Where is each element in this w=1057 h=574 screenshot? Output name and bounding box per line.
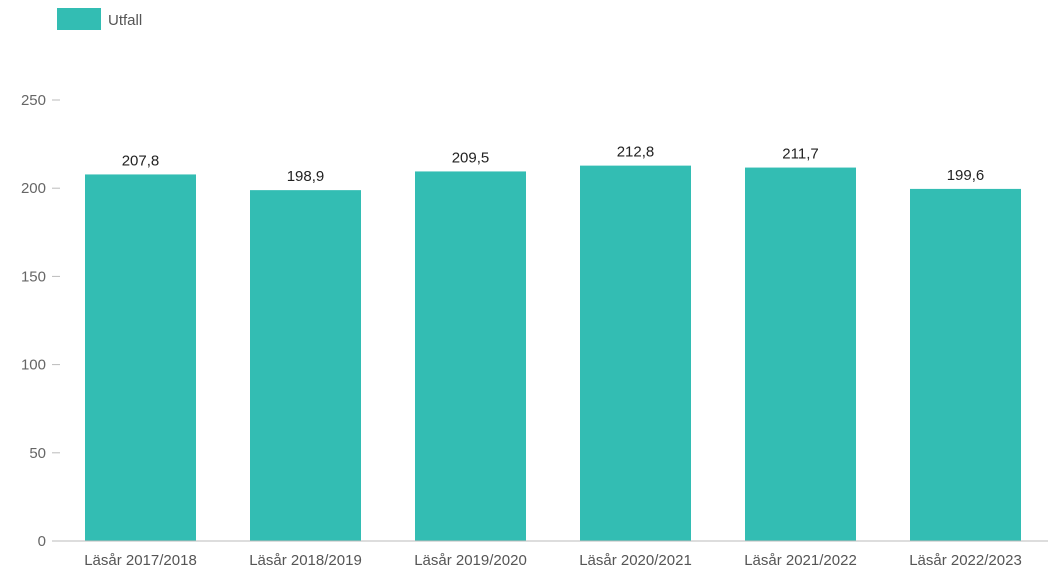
x-tick-label: Läsår 2021/2022: [744, 552, 857, 569]
y-tick-label: 0: [38, 533, 46, 550]
legend-swatch-utfall: [57, 8, 101, 30]
bar: [415, 171, 526, 541]
data-labels: 207,8 198,9 209,5 212,8 211,7 199,6: [122, 144, 985, 186]
x-tick-label: Läsår 2018/2019: [249, 552, 362, 569]
bar-value-label: 211,7: [782, 146, 818, 163]
y-tick-label: 50: [29, 445, 46, 462]
y-tick-label: 200: [21, 180, 46, 197]
legend-label-utfall: Utfall: [108, 12, 142, 29]
x-tick-label: Läsår 2019/2020: [414, 552, 527, 569]
y-axis-ticks: 0 50 100 150 200 250: [21, 92, 60, 550]
bar-value-label: 212,8: [617, 144, 655, 161]
legend: Utfall: [57, 8, 142, 30]
bar-value-label: 209,5: [452, 149, 490, 166]
bar-value-label: 199,6: [947, 167, 985, 184]
y-tick-label: 250: [21, 92, 46, 109]
x-tick-label: Läsår 2017/2018: [84, 552, 197, 569]
bar: [250, 190, 361, 542]
bar-value-label: 198,9: [287, 168, 325, 185]
x-tick-label: Läsår 2022/2023: [909, 552, 1022, 569]
bar: [910, 188, 1021, 542]
bars: [85, 165, 1021, 542]
y-tick-label: 100: [21, 357, 46, 374]
x-tick-label: Läsår 2020/2021: [579, 552, 692, 569]
bar: [580, 165, 691, 542]
x-axis-ticks: Läsår 2017/2018 Läsår 2018/2019 Läsår 2019…: [84, 552, 1022, 569]
y-tick-label: 150: [21, 268, 46, 285]
bar: [85, 174, 196, 541]
bar: [745, 167, 856, 541]
bar-value-label: 207,8: [122, 152, 160, 169]
